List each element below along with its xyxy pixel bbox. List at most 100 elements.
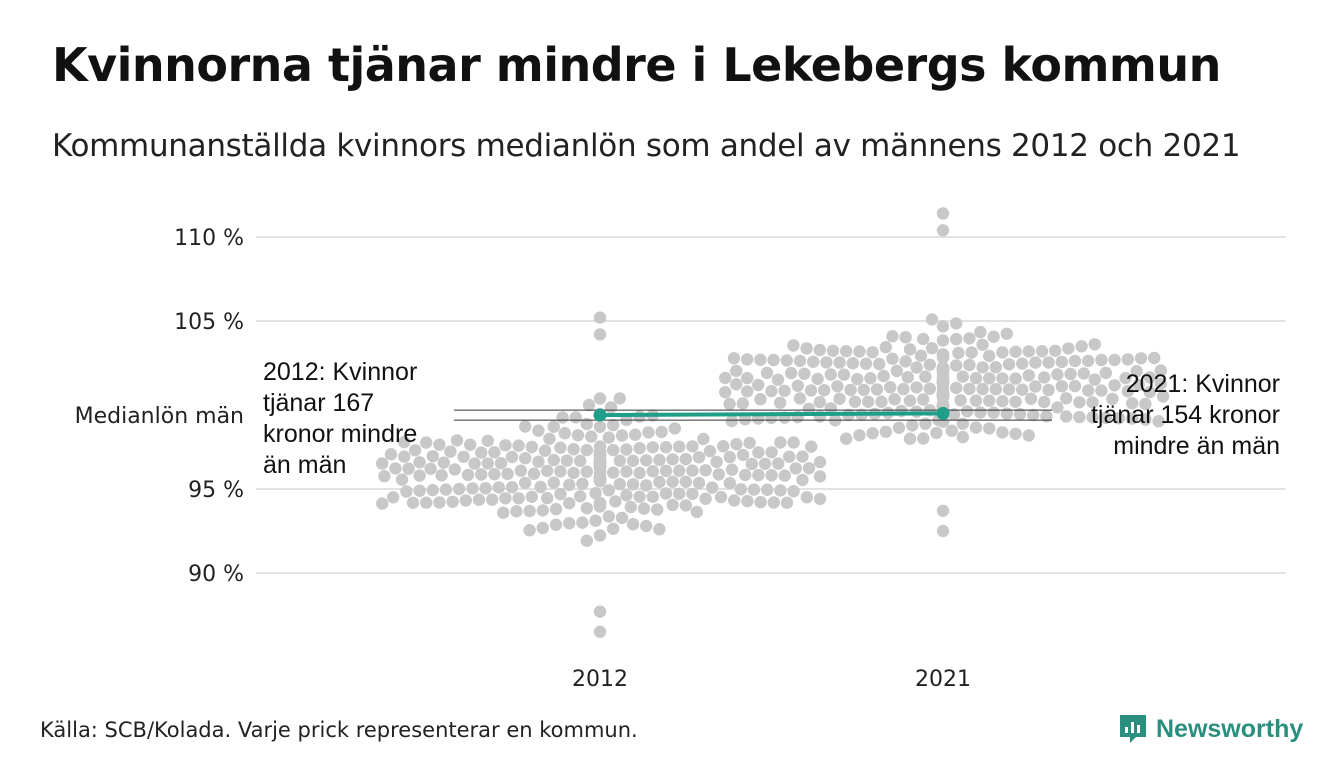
data-dot [523,524,536,537]
data-dot [569,411,582,424]
data-dot [655,425,668,439]
data-dot [1154,364,1168,377]
data-dot [567,443,580,456]
data-dot [787,485,800,498]
data-dot [840,345,853,358]
data-dot [466,482,479,495]
data-dot [679,452,692,466]
data-dot [1016,357,1029,370]
data-dot [409,444,422,457]
data-dot [798,367,811,380]
data-dot [646,490,659,503]
data-dot [796,450,809,463]
data-dot [730,437,743,451]
data-dot [884,381,897,394]
data-dot [963,382,976,396]
data-dot [996,426,1009,439]
data-dot [780,496,794,509]
data-dot [840,432,853,445]
data-dot [910,361,923,374]
brand-logo[interactable]: Newsworthy [1118,713,1303,745]
data-dot [640,454,653,467]
annotation-line: 2021: Kvinnor [1126,370,1280,398]
data-dot [558,427,571,440]
data-dot [917,393,930,406]
data-dot [549,502,563,516]
x-tick-label: 2012 [572,667,628,692]
data-dot [862,395,875,408]
data-dot [758,457,772,470]
annotations-layer: 2012: Kvinnor tjänar 167 kronor mindre än m… [263,358,1280,479]
data-dot [1126,397,1139,410]
data-dot [846,357,859,370]
data-dot [633,490,646,503]
annotation-line: kronor mindre [263,420,417,448]
data-dot [659,464,673,477]
data-dot [604,401,618,414]
data-dot [793,354,807,368]
data-dot [1099,411,1113,424]
data-dot [692,451,706,464]
data-dot [1108,353,1121,367]
data-dot [857,383,870,397]
data-dot [1086,396,1099,409]
data-dot [543,432,556,445]
data-dot [607,418,620,432]
brand-name: Newsworthy [1156,714,1304,743]
data-dot [593,475,607,488]
data-dot [593,500,607,513]
data-dot [818,384,831,397]
data-dot [1152,415,1165,428]
data-dot [406,496,420,509]
data-dot [930,426,943,440]
data-dot [903,343,917,356]
data-dot [723,476,736,490]
data-dot [873,357,886,371]
data-dot [1051,368,1064,381]
data-dot [936,207,950,220]
data-dot [923,382,936,395]
data-dot [437,456,450,469]
data-dot [974,406,987,419]
annotation-line: tjänar 154 kronor [1091,401,1280,429]
data-dot [395,473,409,486]
data-dot [620,489,633,502]
data-dot [947,408,961,421]
data-dot [820,356,833,369]
data-dot [433,438,446,451]
data-dot [626,518,640,531]
data-dot [890,364,903,378]
data-dot [554,465,567,478]
data-dot [983,372,996,385]
data-dot [387,491,400,504]
data-dot [961,405,974,418]
data-dot [615,511,629,525]
data-dot [593,420,607,433]
data-dot [651,503,664,516]
data-dot [563,497,576,510]
data-dot [1024,392,1038,405]
newsworthy-logo-icon [1120,715,1146,743]
data-dot [903,432,917,445]
data-dot [1000,327,1013,340]
data-dot [745,457,758,471]
data-dot [580,465,593,478]
data-dot [1082,384,1095,397]
data-dot [897,382,910,396]
data-dot [413,469,426,482]
chart-title: Kvinnorna tjänar mindre i Lekebergs komm… [52,38,1221,92]
data-dot [837,368,851,381]
data-dot [613,454,626,467]
data-dot [686,464,699,477]
data-dot [626,454,640,467]
data-dot [1062,342,1075,355]
data-dot [563,478,576,492]
data-dot [969,421,983,434]
data-dot [593,328,607,341]
data-dot [996,372,1009,385]
data-dot [813,395,826,409]
data-dot [615,429,629,442]
annotation-line: 2012: Kvinnor [263,358,417,386]
data-dot [813,343,826,357]
